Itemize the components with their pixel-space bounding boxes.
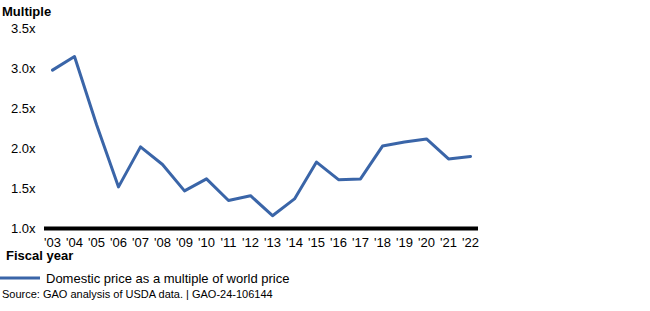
svg-text:2.5x: 2.5x <box>11 101 36 116</box>
svg-text:'07: '07 <box>132 235 149 250</box>
svg-text:'11: '11 <box>221 235 237 250</box>
svg-text:3.0x: 3.0x <box>11 61 36 76</box>
svg-text:'16: '16 <box>330 235 347 250</box>
html-text:Source: GAO analysis of USDA d: Source: GAO analysis of USDA data. | GAO… <box>2 288 273 300</box>
svg-text:3.5x: 3.5x <box>11 21 36 36</box>
svg-text:'10: '10 <box>198 235 215 250</box>
svg-text:'09: '09 <box>176 235 193 250</box>
svg-text:'22: '22 <box>462 235 479 250</box>
svg-text:'21: '21 <box>440 235 457 250</box>
svg-text:'12: '12 <box>242 235 259 250</box>
svg-text:'19: '19 <box>396 235 413 250</box>
svg-text:'13: '13 <box>264 235 281 250</box>
svg-text:1.5x: 1.5x <box>11 181 36 196</box>
svg-text:2.0x: 2.0x <box>11 141 36 156</box>
svg-text:'08: '08 <box>154 235 171 250</box>
svg-text:'15: '15 <box>308 235 325 250</box>
svg-text:'18: '18 <box>374 235 391 250</box>
svg-text:'05: '05 <box>88 235 105 250</box>
svg-text:'20: '20 <box>418 235 435 250</box>
svg-text:1.0x: 1.0x <box>11 221 36 236</box>
html-text:Fiscal year: Fiscal year <box>6 248 74 263</box>
svg-text:'17: '17 <box>352 235 369 250</box>
svg-text:'14: '14 <box>286 235 303 250</box>
svg-text:'03: '03 <box>44 235 61 250</box>
html-text:Domestic price as a multiple o: Domestic price as a multiple of world pr… <box>46 270 290 286</box>
svg-text:'06: '06 <box>110 235 127 250</box>
html-text:Multiple: Multiple <box>2 4 52 19</box>
svg-text:'04: '04 <box>66 235 83 250</box>
